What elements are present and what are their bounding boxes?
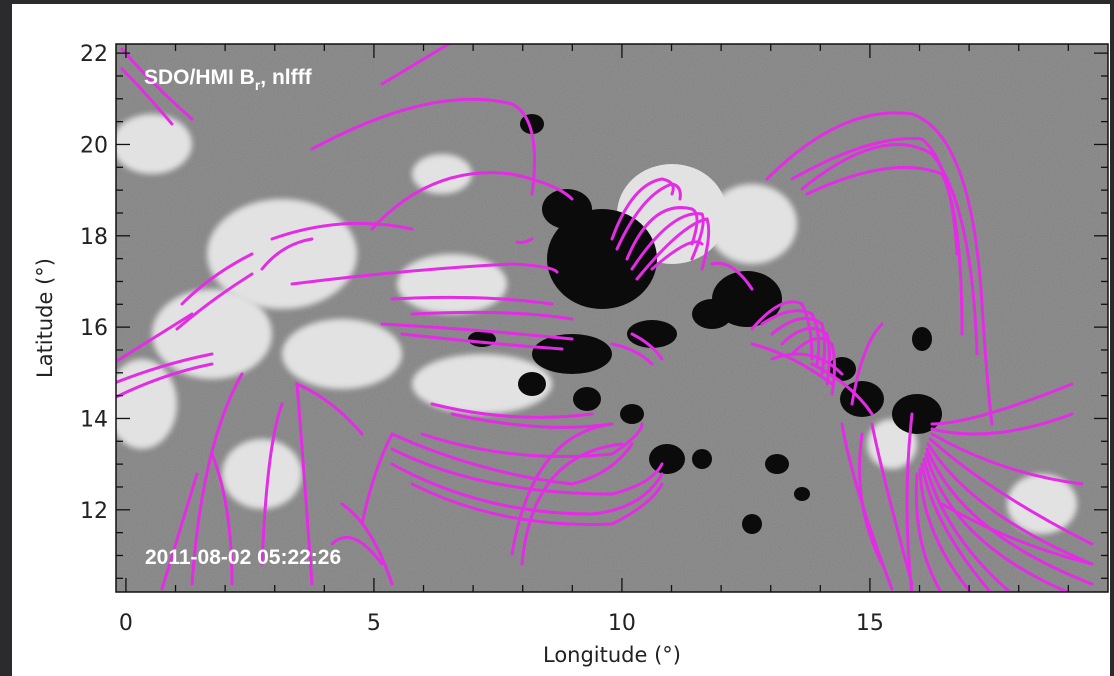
x-tick-label: 10 — [608, 611, 636, 636]
positive-polarity-plage — [116, 114, 1077, 534]
magnetogram-svg: SDO/HMI Br, nlfff 2011-08-02 05:22:26 0 5… — [33, 42, 1109, 667]
y-tick-label: 20 — [80, 133, 108, 158]
x-tick-label: 15 — [856, 611, 884, 636]
instrument-label-subscript: r — [255, 77, 261, 93]
y-tick-label: 12 — [80, 499, 108, 524]
y-tick-label: 16 — [80, 316, 108, 341]
y-tick-label: 22 — [80, 42, 108, 67]
timestamp-label: 2011-08-02 05:22:26 — [145, 546, 341, 569]
x-axis-title: Longitude (°) — [543, 643, 681, 667]
magnetogram-image: SDO/HMI Br, nlfff 2011-08-02 05:22:26 — [116, 44, 1108, 592]
nlfff-field-lines — [116, 44, 1094, 592]
y-axis-title: Latitude (°) — [33, 258, 57, 378]
instrument-label: SDO/HMI Br, nlfff — [144, 66, 313, 93]
instrument-label-suffix: , nlfff — [260, 66, 312, 89]
y-axis-ticks: 12 14 16 18 20 22 — [80, 42, 1108, 579]
y-tick-label: 14 — [80, 407, 108, 432]
x-tick-label: 0 — [119, 611, 133, 636]
x-tick-label: 5 — [367, 611, 381, 636]
y-tick-label: 18 — [80, 225, 108, 250]
plot-frame — [115, 43, 1109, 593]
x-axis-ticks: 0 5 10 15 — [119, 44, 1069, 636]
magnetogram-figure: SDO/HMI Br, nlfff 2011-08-02 05:22:26 0 5… — [12, 4, 1110, 676]
negative-polarity-sunspots — [468, 114, 942, 534]
